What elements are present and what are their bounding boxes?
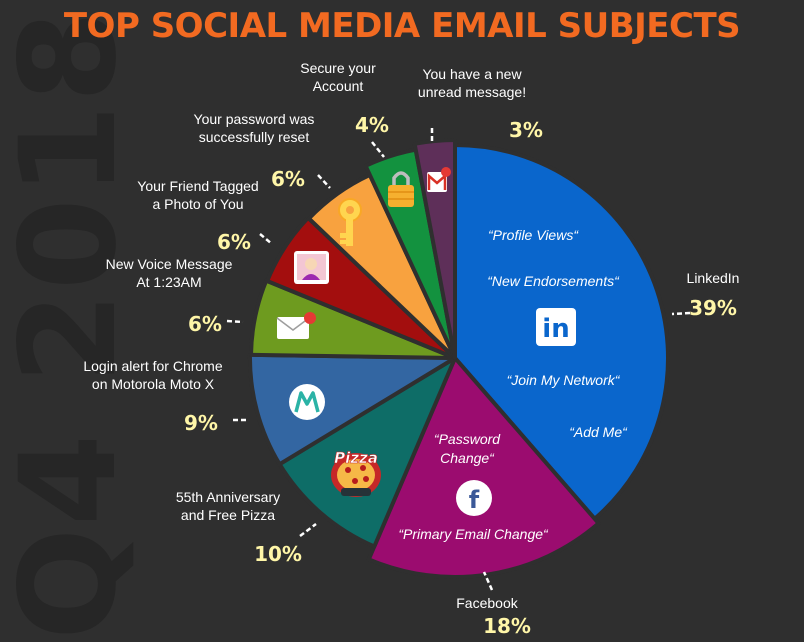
facebook-subject: “Primary Email Change“ bbox=[398, 526, 549, 542]
page-title: TOP SOCIAL MEDIA EMAIL SUBJECTS bbox=[63, 6, 741, 46]
leader-line bbox=[226, 319, 244, 324]
pie-slice-you-have-a-new bbox=[412, 138, 457, 360]
slice-label: successfully reset bbox=[199, 129, 310, 145]
linkedin-subject: “Profile Views“ bbox=[488, 227, 579, 243]
slice-label: 55th Anniversary bbox=[176, 489, 280, 505]
key-icon bbox=[338, 198, 362, 246]
leader-line bbox=[482, 571, 494, 591]
leader-line bbox=[299, 523, 317, 537]
padlock-icon bbox=[388, 171, 414, 207]
slice-percent: 6% bbox=[271, 167, 305, 191]
slice-percent: 4% bbox=[355, 113, 389, 137]
linkedin-subject: “Add Me“ bbox=[569, 424, 628, 440]
svg-text:f: f bbox=[469, 486, 480, 514]
svg-text:Pizza: Pizza bbox=[334, 449, 378, 467]
linkedin-icon: in bbox=[536, 308, 576, 346]
svg-text:in: in bbox=[542, 314, 569, 344]
slice-percent: 3% bbox=[509, 118, 543, 142]
pie-slice-facebook bbox=[366, 356, 601, 579]
slice-label: Secure your bbox=[300, 60, 376, 76]
slice-label: Account bbox=[313, 78, 364, 94]
motorola-icon bbox=[289, 384, 325, 420]
pie-slice-55th-anniversary bbox=[277, 356, 457, 549]
slice-percent: 18% bbox=[483, 614, 531, 638]
slice-label: LinkedIn bbox=[687, 270, 740, 286]
leader-line bbox=[371, 141, 385, 158]
facebook-subject: “Password bbox=[434, 431, 501, 447]
facebook-subject: Change“ bbox=[440, 450, 495, 466]
slice-label: Your Friend Tagged bbox=[137, 178, 258, 194]
pie-slice-login-alert-for-chrome bbox=[247, 352, 457, 467]
mail-notification-icon bbox=[276, 312, 316, 339]
slice-label: and Free Pizza bbox=[181, 507, 275, 523]
slice-label: unread message! bbox=[418, 84, 526, 100]
linkedin-subject: “Join My Network“ bbox=[507, 372, 621, 388]
slice-icons: in f Pizza bbox=[276, 167, 576, 516]
slice-label: Login alert for Chrome bbox=[83, 358, 223, 374]
slice-label: You have a new bbox=[422, 66, 522, 82]
pizza-icon: Pizza bbox=[331, 449, 381, 497]
slice-percent: 6% bbox=[188, 312, 222, 336]
slice-label: Facebook bbox=[456, 595, 518, 611]
photo-avatar-icon bbox=[294, 251, 329, 284]
slice-percent: 10% bbox=[254, 542, 302, 566]
pie-wedges bbox=[247, 138, 671, 579]
facebook-icon: f bbox=[456, 480, 492, 516]
slice-percent: 39% bbox=[689, 296, 737, 320]
leader-line bbox=[259, 233, 273, 245]
slice-label: a Photo of You bbox=[152, 196, 243, 212]
slice-percent: 9% bbox=[184, 411, 218, 435]
slice-label: New Voice Message bbox=[106, 256, 233, 272]
slice-percent: 6% bbox=[217, 230, 251, 254]
slice-label: Your password was bbox=[194, 111, 315, 127]
slice-label: on Motorola Moto X bbox=[92, 376, 215, 392]
slice-label: At 1:23AM bbox=[136, 274, 201, 290]
slice-labels: LinkedIn 39% Facebook 18% 55th Anniversary an… bbox=[83, 60, 739, 638]
leader-line bbox=[317, 174, 331, 189]
leader-line bbox=[671, 311, 691, 316]
linkedin-subject: “New Endorsements“ bbox=[487, 273, 620, 289]
gmail-icon bbox=[427, 167, 451, 192]
